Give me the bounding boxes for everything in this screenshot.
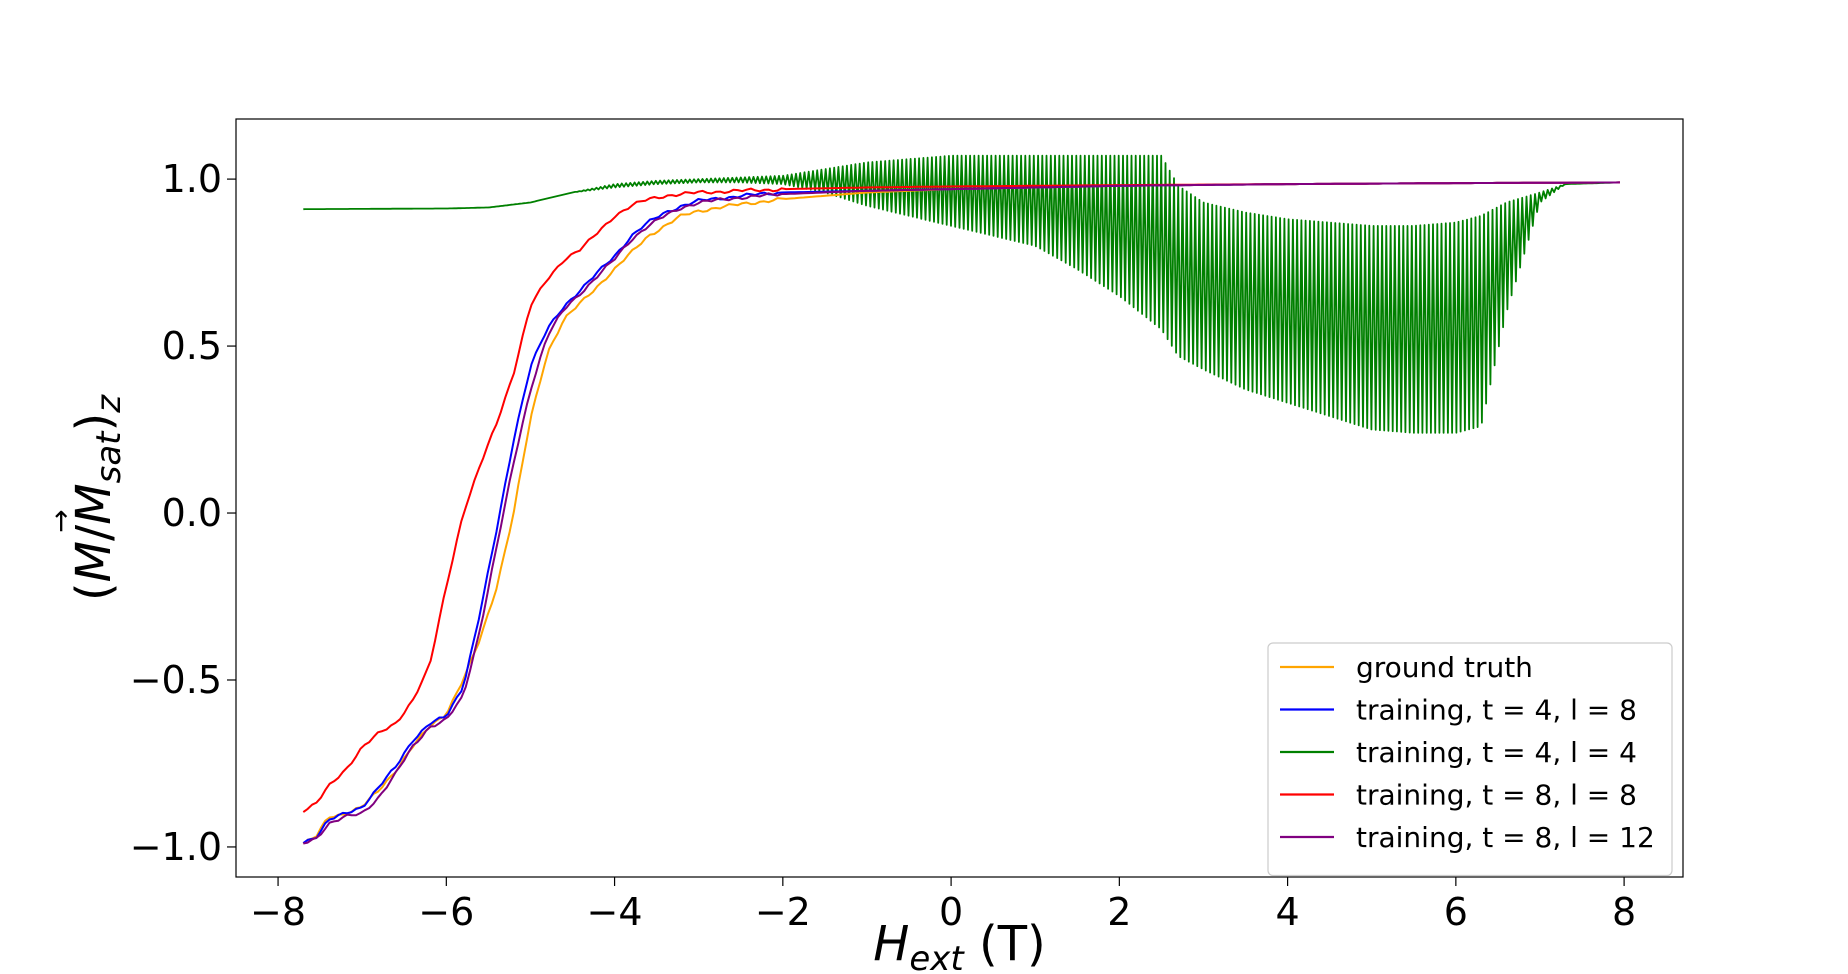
series-line: [303, 181, 1620, 845]
x-tick-label: 0: [939, 890, 963, 934]
x-tick-label: 2: [1107, 890, 1131, 934]
x-tick-label: −2: [755, 890, 811, 934]
vector-arrow-icon: →: [44, 509, 77, 532]
y-tick-label: −1.0: [130, 825, 222, 869]
svg-text:(M/Msat)z: (M/Msat)z: [66, 394, 129, 601]
plot-frame: [235, 118, 1684, 878]
x-tick-label: 4: [1276, 890, 1300, 934]
y-axis-title: (M/Msat)z →: [44, 394, 129, 601]
series-line: [303, 154, 1620, 434]
x-axis-title: Hext (T): [873, 916, 1046, 974]
legend-label: training, t = 8, l = 8: [1356, 779, 1637, 812]
legend-box: [1267, 642, 1673, 877]
y-tick-label: 0.5: [162, 324, 222, 368]
legend-label: training, t = 4, l = 4: [1356, 736, 1637, 769]
x-tick-label: −6: [418, 890, 474, 934]
legend-label: ground truth: [1356, 651, 1533, 684]
axes-layer: −8 −6 −4 −2 0 2 4 6 8 1.0 0.5 0.0 −0.5 −1.0: [130, 157, 1636, 934]
legend: ground truth training, t = 4, l = 8 traini…: [1267, 642, 1673, 877]
x-tick-label: −8: [250, 890, 306, 934]
y-tick-label: −0.5: [130, 658, 222, 702]
data-layer: [302, 154, 1620, 845]
y-tick-label: 0.0: [162, 491, 222, 535]
legend-label: training, t = 4, l = 8: [1356, 694, 1637, 727]
legend-label: training, t = 8, l = 12: [1356, 821, 1655, 854]
x-tick-label: 8: [1612, 890, 1636, 934]
legend-items: ground truth training, t = 4, l = 8 traini…: [1280, 651, 1655, 854]
x-tick-label: 6: [1444, 890, 1468, 934]
x-tick-label: −4: [587, 890, 643, 934]
y-tick-label: 1.0: [162, 157, 222, 201]
